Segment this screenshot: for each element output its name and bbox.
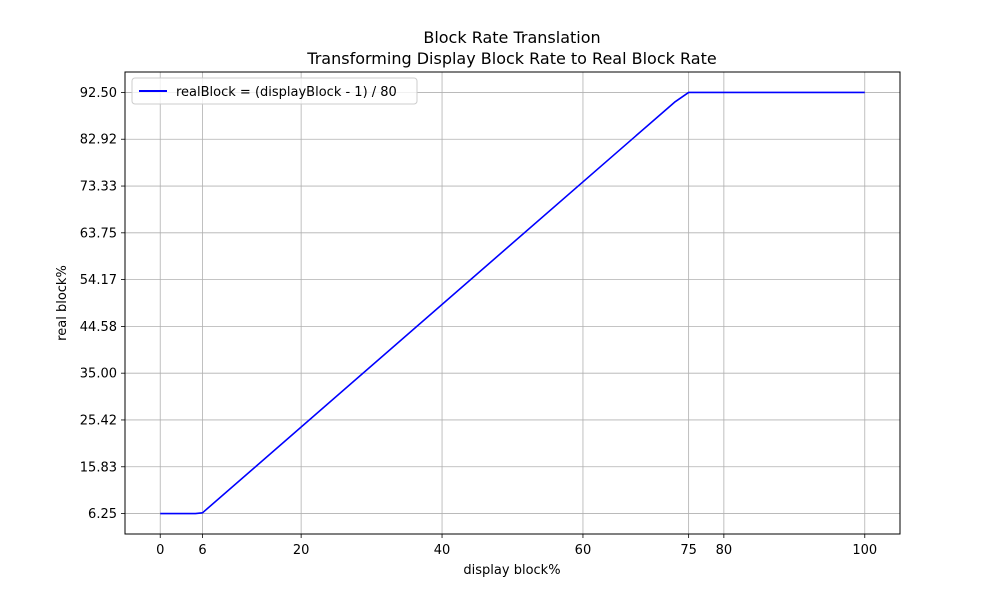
y-axis-label: real block% [55,265,70,341]
x-tick-label: 75 [680,543,697,558]
x-tick-label: 60 [575,543,592,558]
grid-lines [125,72,900,534]
legend: realBlock = (displayBlock - 1) / 80 [131,77,418,105]
y-tick-label: 54.17 [80,273,117,288]
x-tick-label: 100 [852,543,877,558]
x-axis-label: display block% [463,563,560,578]
y-tick-label: 6.25 [88,507,117,522]
y-tick-label: 92.50 [80,86,117,101]
legend-box [131,77,418,105]
series-line [160,91,865,515]
y-tick-label: 35.00 [80,367,117,382]
axis-ticks: 0 6 20 40 60 75 80 100 6.25 15.83 25.42 35.00 44.58 5… [80,86,877,558]
x-tick-label: 6 [198,543,206,558]
plot-frame [124,71,901,535]
chart-title: Block Rate Translation [423,28,600,47]
y-tick-label: 63.75 [80,226,117,241]
x-tick-label: 20 [293,543,310,558]
y-tick-label: 15.83 [80,460,117,475]
x-tick-label: 80 [716,543,733,558]
legend-label: realBlock = (displayBlock - 1) / 80 [176,85,397,100]
series-lines [160,91,865,515]
y-tick-label: 44.58 [80,320,117,335]
x-tick-label: 0 [156,543,164,558]
y-tick-label: 25.42 [80,413,117,428]
x-tick-label: 40 [434,543,451,558]
y-tick-label: 73.33 [80,180,117,195]
y-tick-label: 82.92 [80,133,117,148]
chart-subtitle: Transforming Display Block Rate to Real … [306,49,716,68]
